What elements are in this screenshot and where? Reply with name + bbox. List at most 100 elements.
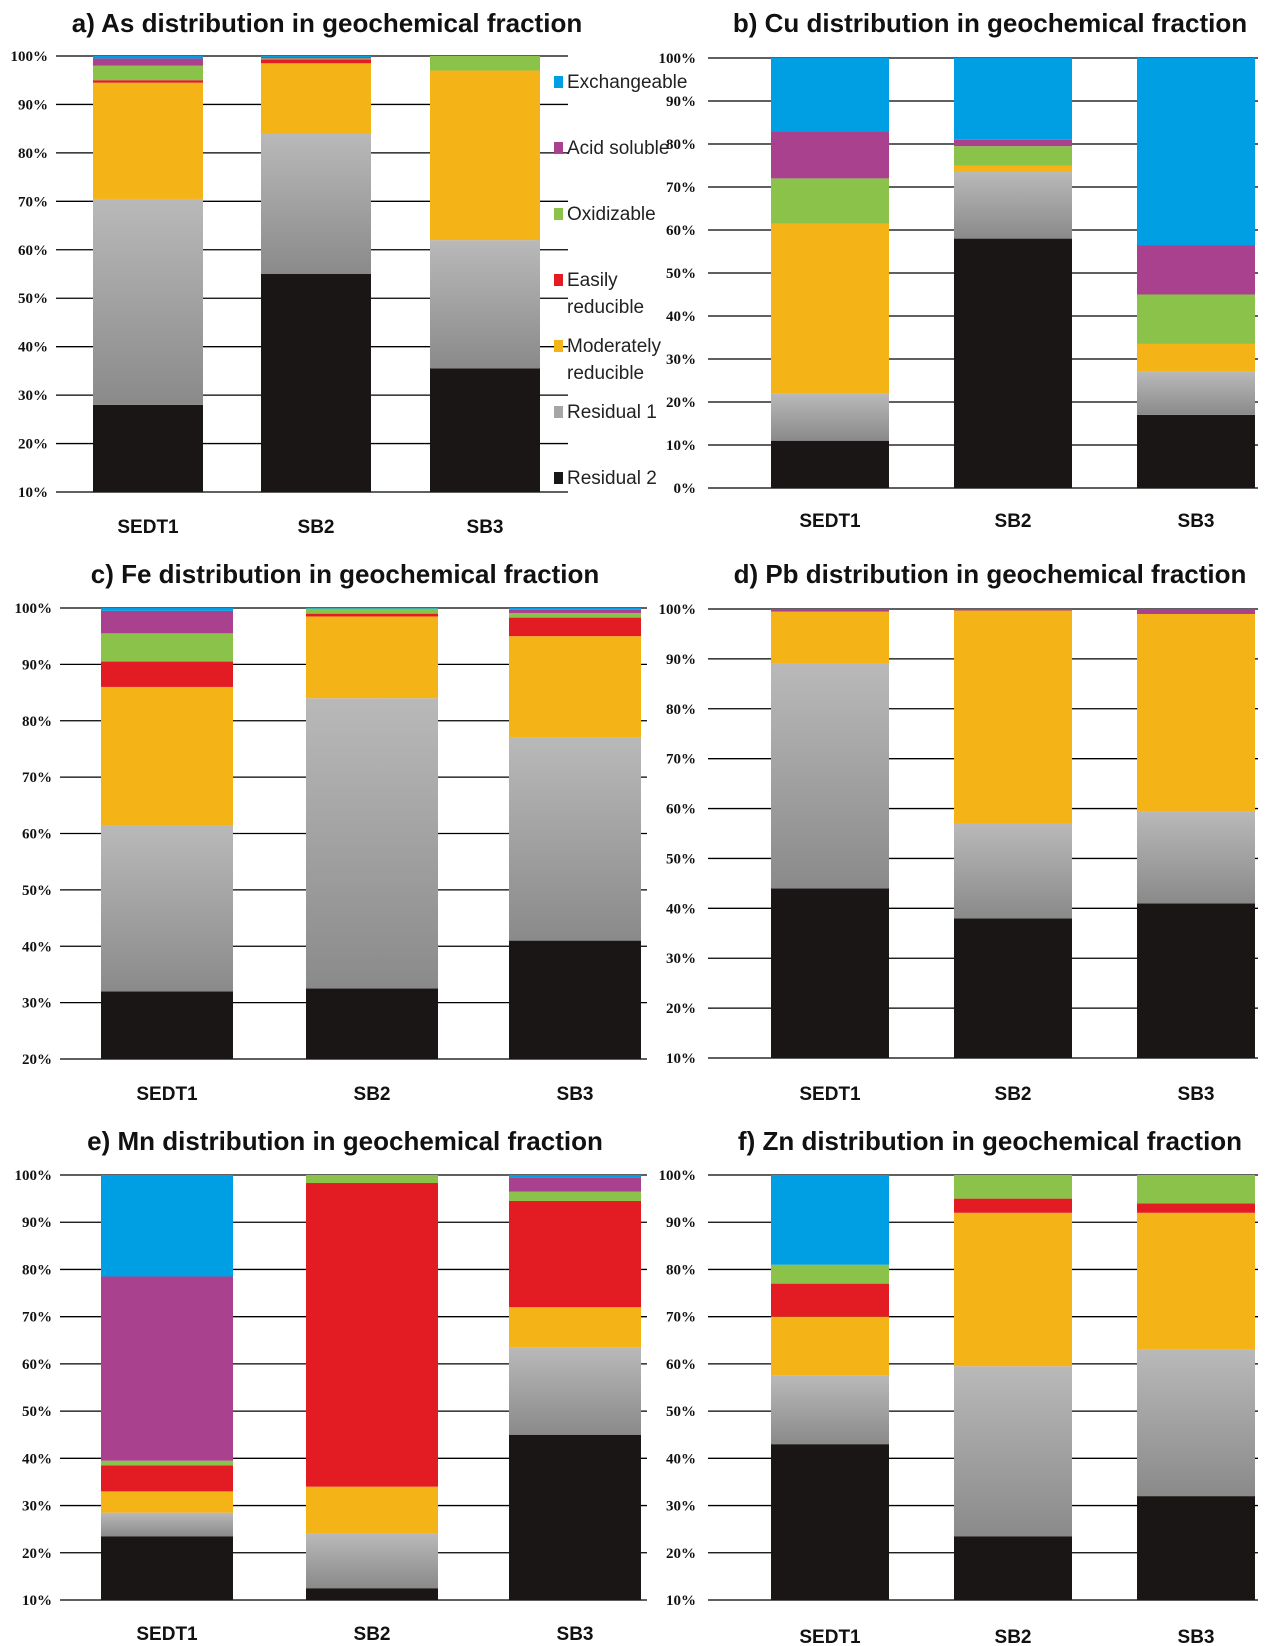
legend: Exchangeable Acid soluble Oxidizable Easily… (554, 72, 687, 489)
bar-segment-moderately-reducible (306, 616, 438, 699)
category-label: SB3 (1178, 1627, 1215, 1646)
bar-segment-moderately-reducible (954, 610, 1072, 824)
bar-segment-residual-2 (954, 238, 1072, 488)
category-label: SEDT1 (799, 511, 861, 532)
y-tick-label: 50% (666, 1404, 696, 1420)
bar-segment-residual-1 (954, 171, 1072, 239)
bar-segment-oxidizable (306, 1175, 438, 1184)
stacked-bar (261, 56, 371, 492)
bar-segment-easily-reducible (954, 1198, 1072, 1213)
bar-segment-residual-2 (1137, 903, 1255, 1058)
y-tick-label: 60% (18, 243, 48, 259)
bar-segment-easily-reducible (771, 1283, 889, 1317)
y-tick-label: 30% (666, 951, 696, 967)
bar-segment-moderately-reducible (771, 1316, 889, 1376)
y-tick-label: 20% (18, 437, 48, 453)
bar-segment-oxidizable (93, 65, 203, 81)
y-tick-label: 90% (18, 97, 48, 113)
bar-segment-acid-soluble (101, 610, 233, 634)
y-tick-label: 80% (18, 146, 48, 162)
y-tick-label: 50% (18, 291, 48, 307)
legend-swatch (554, 274, 563, 286)
bar-segment-residual-2 (771, 440, 889, 488)
bar-segment-residual-2 (306, 988, 438, 1059)
bar-segment-residual-1 (954, 823, 1072, 919)
stacked-bar (93, 56, 203, 492)
bar-segment-residual-1 (771, 663, 889, 889)
y-tick-label: 70% (666, 1310, 696, 1326)
y-tick-label: 90% (22, 1215, 52, 1231)
category-label: SB2 (995, 1084, 1032, 1105)
legend-item: Oxidizable (554, 204, 656, 225)
bar-segment-residual-1 (261, 133, 371, 274)
stacked-bar (101, 1175, 233, 1600)
stacked-bar (1137, 58, 1255, 488)
bar-segment-moderately-reducible (101, 686, 233, 826)
bar-segment-residual-2 (1137, 414, 1255, 488)
bar-segment-moderately-reducible (306, 1486, 438, 1534)
bar-segment-oxidizable (306, 608, 438, 614)
legend-item: Residual 1 (554, 402, 657, 423)
legend-item: Residual 2 (554, 468, 657, 489)
stacked-bar (306, 1175, 438, 1600)
legend-swatch (554, 142, 563, 154)
category-label: SB2 (354, 1624, 391, 1645)
legend-label: Easily reducible (567, 270, 644, 318)
bar-segment-residual-2 (509, 1434, 641, 1600)
y-tick-label: 20% (22, 1052, 52, 1068)
y-tick-label: 20% (22, 1546, 52, 1562)
bar-segment-moderately-reducible (954, 165, 1072, 172)
bar-segment-oxidizable (954, 1175, 1072, 1199)
bar-segment-residual-2 (101, 991, 233, 1059)
bar-segment-residual-1 (1137, 1349, 1255, 1497)
chart-panel: e) Mn distribution in geochemical fracti… (15, 1126, 647, 1645)
bar-segment-residual-1 (509, 737, 641, 941)
legend-swatch (554, 340, 563, 352)
bar-segment-easily-reducible (509, 617, 641, 637)
y-tick-label: 60% (666, 802, 696, 818)
bar-segment-acid-soluble (771, 609, 889, 612)
category-label: SB2 (995, 1627, 1032, 1646)
bar-segment-acid-soluble (771, 131, 889, 179)
bar-segment-moderately-reducible (771, 611, 889, 664)
category-label: SB3 (557, 1624, 594, 1645)
stacked-bar (430, 56, 540, 492)
bar-segment-residual-1 (509, 1347, 641, 1435)
bar-segment-moderately-reducible (1137, 1212, 1255, 1350)
bar-segment-easily-reducible (509, 1200, 641, 1308)
legend-swatch (554, 472, 563, 484)
y-tick-label: 100% (15, 601, 53, 617)
bar-segment-oxidizable (509, 1191, 641, 1201)
bar-segment-residual-2 (954, 1536, 1072, 1600)
y-tick-label: 70% (18, 194, 48, 210)
stacked-bar (1137, 1175, 1255, 1600)
bar-segment-exchangeable (1137, 58, 1255, 246)
bar-segment-moderately-reducible (1137, 613, 1255, 812)
y-tick-label: 0% (674, 481, 697, 497)
bar-segment-acid-soluble (954, 139, 1072, 147)
y-tick-label: 50% (22, 1404, 52, 1420)
y-tick-label: 90% (666, 652, 696, 668)
y-tick-label: 80% (22, 1262, 52, 1278)
bar-segment-exchangeable (771, 58, 889, 132)
category-label: SB3 (467, 517, 504, 538)
stacked-bar (306, 608, 438, 1059)
y-tick-label: 80% (666, 1262, 696, 1278)
y-tick-label: 40% (666, 309, 696, 325)
y-tick-label: 10% (666, 1593, 696, 1609)
stacked-bar (101, 608, 233, 1059)
y-tick-label: 40% (22, 1451, 52, 1467)
bar-segment-easily-reducible (261, 59, 371, 64)
category-label: SB2 (354, 1084, 391, 1105)
category-label: SB3 (557, 1084, 594, 1105)
y-tick-label: 70% (666, 752, 696, 768)
y-tick-label: 50% (22, 883, 52, 899)
stacked-bar (771, 58, 889, 488)
legend-item: Moderately reducible (554, 336, 661, 384)
y-tick-label: 70% (22, 1310, 52, 1326)
chart-panel: f) Zn distribution in geochemical fracti… (659, 1126, 1258, 1646)
y-tick-label: 60% (666, 223, 696, 239)
bar-segment-residual-1 (93, 198, 203, 405)
y-tick-label: 30% (666, 352, 696, 368)
category-label: SB2 (995, 511, 1032, 532)
